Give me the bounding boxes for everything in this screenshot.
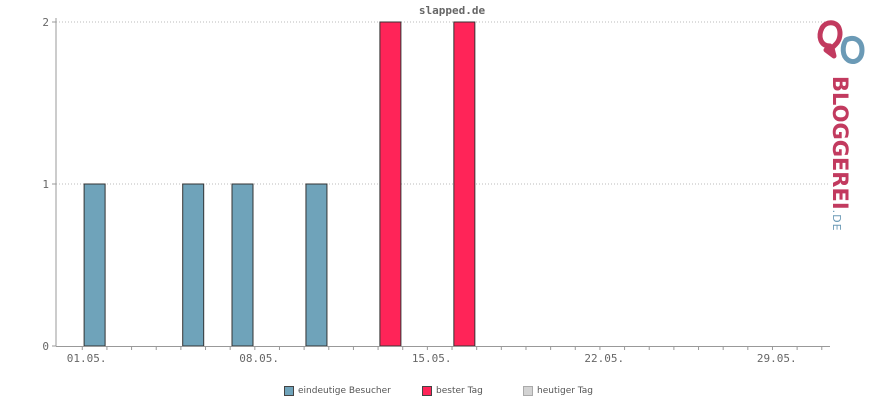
legend-swatch-unique-visitors	[284, 386, 294, 396]
bar-0-2	[231, 183, 254, 347]
legend-item-today: heutiger Tag	[523, 386, 593, 396]
axes: 0 1 2 01.05. 08.05. 15.05. 22.05. 29.05.	[42, 16, 830, 365]
bars	[83, 21, 476, 347]
x-tick-label-3: 22.05.	[584, 352, 624, 365]
brand-tld: .DE	[830, 209, 843, 232]
brand-wordmark: BLOGGEREI.DE	[828, 76, 852, 232]
grid	[56, 21, 830, 185]
legend-swatch-best-day	[422, 386, 432, 396]
y-tick-label-0: 0	[42, 340, 49, 353]
y-tick-label-1: 1	[42, 178, 49, 191]
brand-name: BLOGGEREI	[828, 76, 852, 210]
bar-0-3	[305, 183, 328, 347]
x-tick-label-1: 08.05.	[239, 352, 279, 365]
bar-0-0	[83, 183, 106, 347]
legend-label-best-day: bester Tag	[436, 386, 483, 396]
bar-0-1	[182, 183, 205, 347]
legend-item-best-day: bester Tag	[422, 386, 483, 396]
legend-label-today: heutiger Tag	[537, 386, 594, 396]
legend-swatch-today	[523, 386, 533, 396]
x-tick-label-0: 01.05.	[67, 352, 107, 365]
x-tick-label-4: 29.05.	[757, 352, 797, 365]
x-tick-label-2: 15.05.	[412, 352, 452, 365]
legend-item-unique-visitors: eindeutige Besucher	[284, 386, 391, 396]
bar-1-0	[379, 21, 402, 347]
bloggerei-logo-icon	[817, 20, 865, 65]
y-tick-label-2: 2	[42, 16, 49, 29]
bloggerei-logo[interactable]: BLOGGEREI.DE	[812, 18, 868, 232]
bar-1-1	[453, 21, 476, 347]
legend-label-unique-visitors: eindeutige Besucher	[298, 386, 391, 396]
chart-title: slapped.de	[418, 4, 486, 17]
